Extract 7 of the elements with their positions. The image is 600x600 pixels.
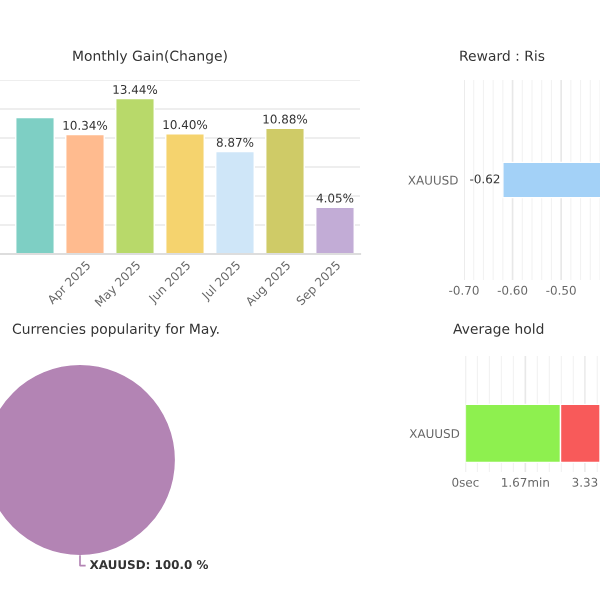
- bar: [215, 150, 255, 254]
- bar: [115, 97, 155, 254]
- bar: [315, 206, 355, 254]
- bar: [165, 133, 205, 254]
- bar: [15, 116, 55, 254]
- bar: [65, 133, 105, 254]
- bar: [265, 127, 305, 254]
